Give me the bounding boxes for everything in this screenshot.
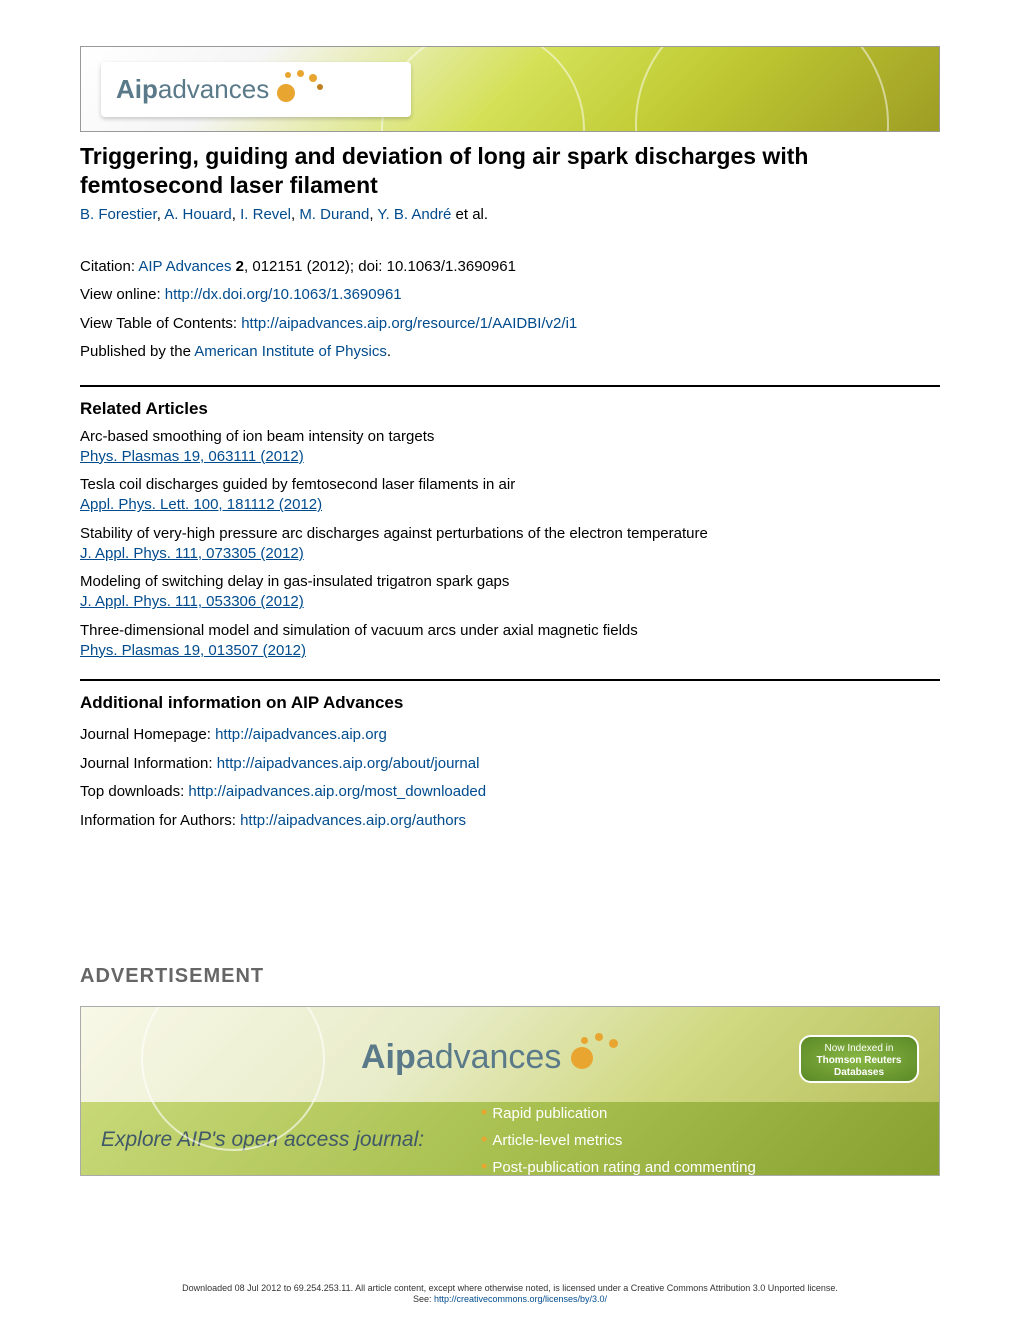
publisher-link[interactable]: American Institute of Physics bbox=[194, 343, 387, 360]
toc-label: View Table of Contents: bbox=[80, 315, 241, 332]
related-article-item: Stability of very-high pressure arc disc… bbox=[80, 524, 940, 565]
ad-tagline: Explore AIP's open access journal: bbox=[101, 1128, 481, 1152]
logo-circles-icon bbox=[571, 1037, 621, 1077]
footer-line2-label: See: bbox=[413, 1294, 434, 1304]
ad-bullet: Article-level metrics bbox=[481, 1126, 756, 1153]
period: . bbox=[387, 343, 391, 360]
logo-advances-text: advances bbox=[158, 74, 269, 104]
author-link[interactable]: A. Houard bbox=[164, 206, 232, 223]
citation-journal-link[interactable]: AIP Advances bbox=[138, 258, 231, 275]
info-link[interactable]: http://aipadvances.aip.org bbox=[215, 726, 387, 743]
ad-badge: Now Indexed in Thomson Reuters Databases bbox=[799, 1035, 919, 1083]
authors-line: B. Forestier, A. Houard, I. Revel, M. Du… bbox=[80, 206, 940, 223]
info-label: Journal Information: bbox=[80, 755, 217, 772]
badge-line: Databases bbox=[805, 1067, 913, 1079]
related-article-item: Three-dimensional model and simulation o… bbox=[80, 621, 940, 662]
ad-bullet: Post-publication rating and commenting bbox=[481, 1153, 756, 1176]
author-link[interactable]: I. Revel bbox=[240, 206, 291, 223]
advertisement-label: ADVERTISEMENT bbox=[80, 965, 940, 988]
info-line: Information for Authors: http://aipadvan… bbox=[80, 807, 940, 836]
badge-line: Thomson Reuters bbox=[805, 1055, 913, 1067]
page-footer: Downloaded 08 Jul 2012 to 69.254.253.11.… bbox=[0, 1283, 1020, 1306]
additional-info-heading: Additional information on AIP Advances bbox=[80, 693, 940, 713]
author-link[interactable]: B. Forestier bbox=[80, 206, 157, 223]
footer-license-link[interactable]: http://creativecommons.org/licenses/by/3… bbox=[434, 1294, 607, 1304]
toc-link[interactable]: http://aipadvances.aip.org/resource/1/AA… bbox=[241, 315, 577, 332]
view-online-label: View online: bbox=[80, 286, 165, 303]
related-article-title: Three-dimensional model and simulation o… bbox=[80, 621, 940, 641]
aip-advances-logo: Aipadvances bbox=[101, 62, 411, 117]
related-articles-heading: Related Articles bbox=[80, 399, 940, 419]
info-label: Information for Authors: bbox=[80, 812, 240, 829]
logo-aip-text: Aip bbox=[116, 74, 158, 104]
badge-line: Now Indexed in bbox=[805, 1043, 913, 1055]
view-online-link[interactable]: http://dx.doi.org/10.1063/1.3690961 bbox=[165, 286, 402, 303]
ad-bullet: Rapid publication bbox=[481, 1099, 756, 1126]
info-line: Top downloads: http://aipadvances.aip.or… bbox=[80, 778, 940, 807]
related-article-item: Tesla coil discharges guided by femtosec… bbox=[80, 475, 940, 516]
authors-suffix: et al. bbox=[451, 206, 488, 223]
logo-circles-icon bbox=[277, 70, 327, 110]
footer-line1: Downloaded 08 Jul 2012 to 69.254.253.11.… bbox=[0, 1283, 1020, 1295]
related-article-ref[interactable]: J. Appl. Phys. 111, 073305 (2012) bbox=[80, 545, 304, 562]
citation-label: Citation: bbox=[80, 258, 138, 275]
related-article-title: Tesla coil discharges guided by femtosec… bbox=[80, 475, 940, 495]
info-link[interactable]: http://aipadvances.aip.org/authors bbox=[240, 812, 466, 829]
related-article-item: Arc-based smoothing of ion beam intensit… bbox=[80, 427, 940, 468]
published-label: Published by the bbox=[80, 343, 194, 360]
related-article-title: Arc-based smoothing of ion beam intensit… bbox=[80, 427, 940, 447]
citation-volume: 2 bbox=[236, 258, 244, 275]
citation-block: Citation: AIP Advances 2, 012151 (2012);… bbox=[80, 253, 940, 367]
info-link[interactable]: http://aipadvances.aip.org/about/journal bbox=[217, 755, 480, 772]
related-article-title: Modeling of switching delay in gas-insul… bbox=[80, 572, 940, 592]
citation-details: , 012151 (2012); doi: 10.1063/1.3690961 bbox=[244, 258, 516, 275]
divider bbox=[80, 679, 940, 681]
ad-bullets: Rapid publication Article-level metrics … bbox=[481, 1099, 756, 1176]
info-link[interactable]: http://aipadvances.aip.org/most_download… bbox=[188, 783, 486, 800]
author-link[interactable]: M. Durand bbox=[299, 206, 369, 223]
related-article-ref[interactable]: Phys. Plasmas 19, 013507 (2012) bbox=[80, 642, 306, 659]
related-article-ref[interactable]: J. Appl. Phys. 111, 053306 (2012) bbox=[80, 593, 304, 610]
info-line: Journal Homepage: http://aipadvances.aip… bbox=[80, 721, 940, 750]
related-article-ref[interactable]: Appl. Phys. Lett. 100, 181112 (2012) bbox=[80, 496, 322, 513]
info-label: Journal Homepage: bbox=[80, 726, 215, 743]
divider bbox=[80, 385, 940, 387]
related-article-title: Stability of very-high pressure arc disc… bbox=[80, 524, 940, 544]
info-line: Journal Information: http://aipadvances.… bbox=[80, 750, 940, 779]
article-title: Triggering, guiding and deviation of lon… bbox=[80, 142, 940, 200]
author-link[interactable]: Y. B. André bbox=[377, 206, 451, 223]
advertisement-banner[interactable]: Aipadvances Now Indexed in Thomson Reute… bbox=[80, 1006, 940, 1176]
ad-logo: Aipadvances bbox=[361, 1037, 621, 1077]
related-article-item: Modeling of switching delay in gas-insul… bbox=[80, 572, 940, 613]
header-banner: Aipadvances bbox=[80, 46, 940, 132]
related-article-ref[interactable]: Phys. Plasmas 19, 063111 (2012) bbox=[80, 448, 304, 465]
info-label: Top downloads: bbox=[80, 783, 188, 800]
